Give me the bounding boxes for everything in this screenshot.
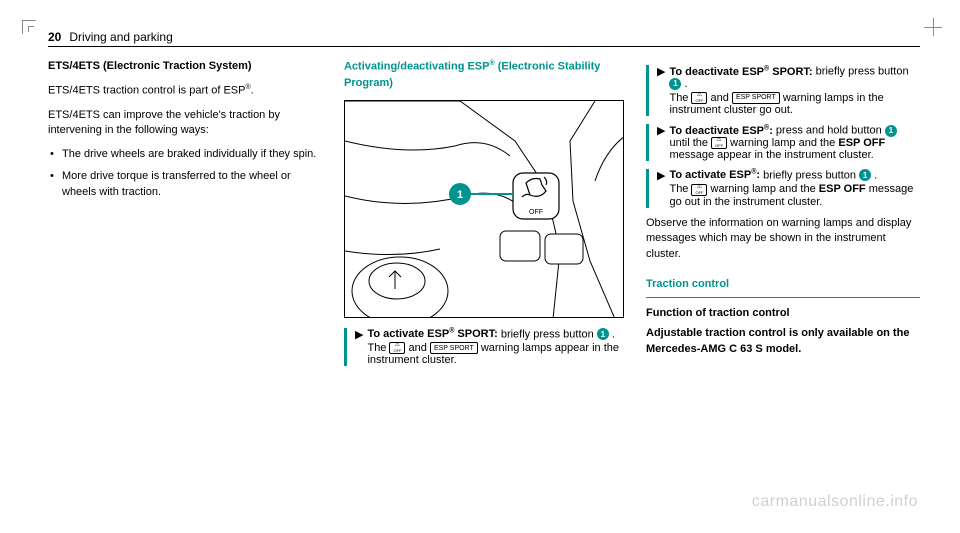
section-title: Driving and parking: [69, 30, 172, 44]
step-activate-sport: ▶ To activate ESP® SPORT: briefly press …: [344, 328, 624, 367]
callout-1-icon: 1: [669, 78, 681, 90]
column-1: ETS/4ETS (Electronic Traction System) ET…: [48, 59, 322, 374]
step-deactivate-esp: ▶ To deactivate ESP®: press and hold but…: [646, 124, 920, 161]
esp-off-lamp-icon: ⚠OFF: [691, 184, 707, 196]
ets-p2: ETS/4ETS can improve the vehicle's tract…: [48, 108, 322, 140]
step-arrow-icon: ▶: [657, 124, 665, 161]
traction-heading: Traction control: [646, 277, 920, 293]
ets-heading: ETS/4ETS (Electronic Traction System): [48, 59, 322, 75]
ets-list: The drive wheels are braked individually…: [48, 147, 322, 201]
ets-li1: The drive wheels are braked individually…: [48, 147, 322, 163]
watermark: carmanualsonline.info: [752, 493, 918, 511]
teal-divider: [646, 297, 920, 298]
traction-note: Adjustable traction control is only avai…: [646, 326, 920, 358]
callout-1-icon: 1: [597, 328, 609, 340]
svg-text:1: 1: [457, 189, 463, 201]
step-indicator: [646, 124, 649, 161]
step-arrow-icon: ▶: [355, 328, 363, 367]
callout-1-icon: 1: [859, 169, 871, 181]
step-arrow-icon: ▶: [657, 169, 665, 208]
page-number: 20: [48, 30, 61, 44]
esp-button-figure: OFF 1: [344, 100, 624, 318]
esp-off-lamp-icon: ⚠OFF: [389, 342, 405, 354]
column-2: Activating/deactivating ESP® (Electronic…: [344, 59, 624, 374]
step-arrow-icon: ▶: [657, 65, 665, 116]
step-indicator: [646, 65, 649, 116]
step-indicator: [646, 169, 649, 208]
esp-sport-lamp-icon: ESP SPORT: [430, 342, 478, 354]
step-indicator: [344, 328, 347, 367]
step-deactivate-sport: ▶ To deactivate ESP® SPORT: briefly pres…: [646, 65, 920, 116]
observe-note: Observe the information on warning lamps…: [646, 216, 920, 264]
ets-li2: More drive torque is transferred to the …: [48, 169, 322, 201]
callout-1-icon: 1: [885, 125, 897, 137]
column-3: ▶ To deactivate ESP® SPORT: briefly pres…: [646, 59, 920, 374]
page-header: 20 Driving and parking: [48, 30, 920, 47]
ets-p1: ETS/4ETS traction control is part of ESP…: [48, 83, 322, 100]
traction-subheading: Function of traction control: [646, 306, 920, 322]
figure-svg: OFF 1: [345, 101, 624, 318]
esp-heading: Activating/deactivating ESP® (Electronic…: [344, 59, 624, 92]
step-activate-esp: ▶ To activate ESP®: briefly press button…: [646, 169, 920, 208]
esp-off-lamp-icon: ⚠OFF: [691, 92, 707, 104]
esp-sport-lamp-icon: ESP SPORT: [732, 92, 780, 104]
esp-off-lamp-icon: ⚠OFF: [711, 137, 727, 149]
svg-text:OFF: OFF: [529, 209, 543, 216]
